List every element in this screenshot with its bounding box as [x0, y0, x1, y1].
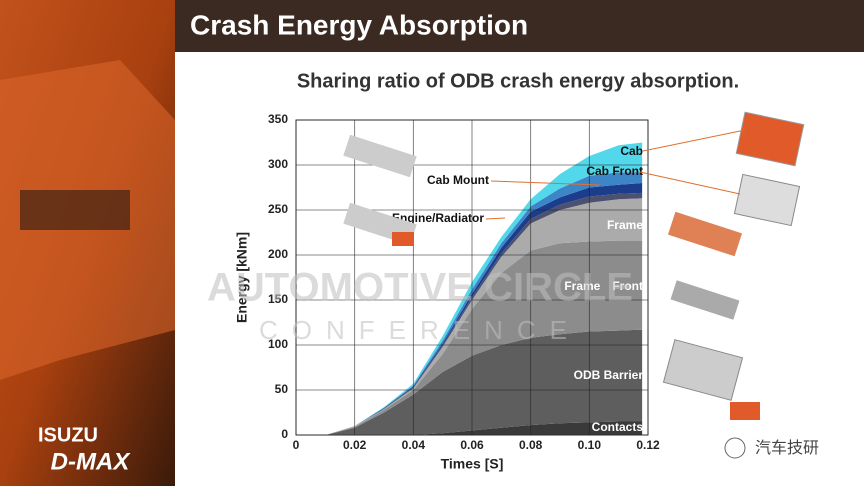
series-label: Cab: [620, 144, 643, 158]
header-bar: [175, 0, 864, 52]
x-tick-label: 0.10: [578, 438, 602, 452]
y-tick-label: 150: [268, 292, 288, 306]
x-tick-label: 0.04: [402, 438, 426, 452]
y-tick-label: 250: [268, 202, 288, 216]
part-illustrations: [343, 111, 805, 420]
x-tick-label: 0: [293, 438, 300, 452]
barrier-image: [662, 339, 744, 401]
x-tick-label: 0.12: [636, 438, 660, 452]
y-axis-label: Energy [kNm]: [234, 232, 250, 323]
series-label: Cab Mount: [427, 173, 489, 187]
x-tick-label: 0.02: [343, 438, 367, 452]
watermark: AUTOMOTIVE CIRCLE: [207, 266, 633, 310]
y-tick-label: 0: [281, 427, 288, 441]
leader-line: [490, 180, 601, 186]
series-label: Cab Front: [586, 164, 643, 178]
series-label: Contacts: [592, 420, 644, 434]
area: [296, 421, 643, 435]
cab-front-image: [733, 173, 801, 227]
watermark: CONFERENCE: [259, 315, 581, 345]
cab-image: [735, 111, 805, 167]
area: [296, 198, 643, 435]
frame-image: [668, 211, 742, 257]
leader-line: [485, 217, 506, 220]
area: [296, 329, 643, 435]
barrier-block: [730, 402, 760, 420]
series-label: Frame: [607, 218, 643, 232]
y-tick-label: 350: [268, 112, 288, 126]
series-label: Engine/Radiator: [392, 211, 484, 225]
y-tick-label: 200: [268, 247, 288, 261]
chart-title: Sharing ratio of ODB crash energy absorp…: [297, 70, 739, 92]
truck-grille: [20, 190, 130, 230]
leader-line: [639, 171, 741, 195]
wechat-icon: [724, 437, 746, 459]
series-label: Frame Front: [564, 279, 643, 293]
series-label: ODB Barrier: [574, 368, 644, 382]
y-tick-label: 100: [268, 337, 288, 351]
leader-line: [642, 129, 746, 152]
x-tick-label: 0.08: [519, 438, 543, 452]
x-axis-label: Times [S]: [441, 456, 504, 472]
engine-part: [392, 232, 414, 246]
y-tick-label: 50: [275, 382, 289, 396]
y-tick-label: 300: [268, 157, 288, 171]
area: [296, 240, 643, 435]
x-tick-label: 0.06: [460, 438, 484, 452]
model: D-MAX: [51, 448, 132, 475]
frame-front-image: [670, 280, 740, 320]
slide-title: Crash Energy Absorption: [190, 9, 528, 40]
area: [296, 142, 643, 435]
chassis-image: [343, 134, 417, 178]
brand: ISUZU: [38, 424, 98, 446]
source: 汽车技研: [755, 439, 819, 457]
plot: 0 50 100 150 200 250 300 350 0 0.02 0.04 0.06 0.08 0.…: [234, 112, 660, 472]
